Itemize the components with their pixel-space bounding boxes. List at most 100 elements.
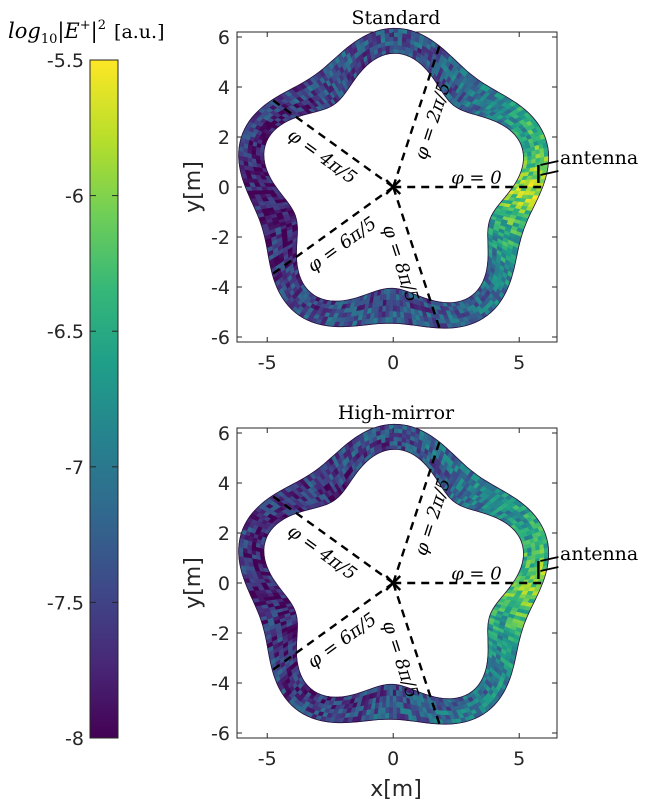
field-cell bbox=[392, 428, 399, 434]
ring-inner-edge bbox=[263, 52, 524, 304]
field-cell bbox=[388, 440, 394, 446]
field-ring-standard bbox=[238, 27, 550, 329]
field-cell bbox=[385, 311, 390, 318]
field-cell bbox=[392, 423, 399, 429]
angle-line bbox=[392, 186, 441, 330]
colorbar-title: log10|E+|2 [a.u.] bbox=[8, 18, 165, 47]
field-cell bbox=[396, 317, 402, 325]
y-tick-label: -4 bbox=[211, 277, 230, 299]
field-cell bbox=[389, 689, 394, 697]
x-tick-label: 0 bbox=[387, 352, 399, 374]
field-cell bbox=[392, 40, 398, 46]
panel-standard: Standard φ = 0φ = 2π/5φ = 4π/5φ = 6π/5φ … bbox=[181, 7, 638, 374]
angle-label: φ = 0 bbox=[451, 167, 502, 188]
antenna-lead bbox=[540, 556, 559, 562]
ring-outer-edge bbox=[238, 423, 550, 725]
field-cell bbox=[388, 423, 394, 430]
antenna-standard: antenna bbox=[537, 147, 638, 183]
field-cell bbox=[386, 299, 391, 307]
angle-line bbox=[270, 582, 394, 672]
colorbar-bar bbox=[89, 59, 119, 739]
colorbar-tick-label: -5.5 bbox=[47, 50, 84, 72]
field-cell bbox=[392, 444, 398, 450]
xlabel-high-mirror: x[m] bbox=[370, 777, 422, 802]
field-cell bbox=[388, 428, 394, 434]
y-tick-label: -2 bbox=[211, 623, 230, 645]
angle-line bbox=[392, 582, 441, 726]
ring-outer-edge bbox=[238, 27, 550, 329]
field-cell bbox=[392, 436, 398, 442]
field-cell bbox=[389, 683, 394, 691]
field-cell bbox=[392, 311, 398, 318]
y-tick-label: -4 bbox=[211, 673, 230, 695]
field-cell bbox=[397, 432, 403, 438]
x-tick-label: 0 bbox=[387, 748, 399, 770]
field-cell bbox=[392, 440, 398, 446]
y-tick-label: 0 bbox=[218, 573, 230, 595]
field-cell bbox=[385, 713, 390, 720]
y-tick-label: -6 bbox=[211, 723, 230, 745]
field-cell bbox=[396, 713, 402, 721]
y-tick-label: 6 bbox=[218, 27, 230, 49]
angle-label: φ = 2π/5 bbox=[411, 476, 456, 559]
angle-line bbox=[392, 440, 441, 584]
colorbar-tick-label: -6 bbox=[65, 186, 84, 208]
field-cell bbox=[386, 683, 391, 691]
field-cell bbox=[388, 44, 394, 50]
field-cell bbox=[392, 36, 398, 42]
field-cell bbox=[392, 707, 398, 714]
angle-label: φ = 2π/5 bbox=[411, 80, 456, 163]
angle-line bbox=[392, 44, 441, 188]
ring-inner-edge bbox=[263, 448, 524, 700]
field-cell bbox=[388, 713, 394, 720]
field-cell bbox=[392, 713, 398, 720]
colorbar-tick-label: -7.5 bbox=[47, 592, 84, 614]
field-cell bbox=[389, 695, 394, 703]
y-tick-label: 2 bbox=[218, 127, 230, 149]
field-cell bbox=[397, 36, 403, 42]
field-cell bbox=[392, 432, 398, 438]
field-cell bbox=[382, 299, 388, 307]
field-cell bbox=[389, 299, 394, 307]
field-cell bbox=[385, 701, 391, 709]
field-cell bbox=[392, 689, 397, 697]
field-cell bbox=[385, 305, 391, 313]
field-cell bbox=[389, 305, 394, 312]
field-cell bbox=[381, 713, 387, 720]
y-tick-label: 6 bbox=[218, 423, 230, 445]
field-cell bbox=[392, 27, 399, 33]
ylabel-high-mirror: y[m] bbox=[181, 557, 206, 609]
y-tick-label: 4 bbox=[218, 77, 230, 99]
colorbar-tick-label: -8 bbox=[65, 728, 84, 750]
axis-ticks-high-mirror: -5 0 5 6 4 2 0 -2 -4 -6 bbox=[211, 423, 557, 770]
y-tick-label: 4 bbox=[218, 473, 230, 495]
x-tick-label: 5 bbox=[513, 748, 525, 770]
field-cell bbox=[388, 40, 394, 46]
colorbar-tick-label: -7 bbox=[65, 457, 84, 479]
field-cell bbox=[381, 311, 387, 319]
field-cell bbox=[385, 707, 390, 714]
field-cell bbox=[388, 27, 394, 34]
colorbar: log10|E+|2 [a.u.] -5.5 -6 -6.5 -7 -7.5 -8 bbox=[8, 18, 165, 750]
origin-marker bbox=[385, 575, 402, 591]
field-ring-high-mirror bbox=[238, 423, 550, 725]
panel-title-standard: Standard bbox=[352, 7, 441, 29]
field-cell bbox=[381, 707, 387, 715]
field-cell bbox=[388, 32, 394, 38]
field-cell bbox=[392, 48, 398, 54]
angle-line bbox=[270, 186, 394, 276]
field-cell bbox=[386, 689, 391, 697]
field-cell bbox=[392, 317, 398, 324]
field-cell bbox=[392, 695, 397, 703]
field-cell bbox=[388, 317, 394, 324]
field-cell bbox=[381, 317, 387, 324]
panel-high-mirror: High-mirror φ = 0φ = 2π/5φ = 4π/5φ = 6π/… bbox=[181, 402, 638, 802]
x-tick-label: -5 bbox=[258, 352, 277, 374]
field-cell bbox=[392, 44, 398, 50]
colorbar-tick-label: -6.5 bbox=[47, 321, 84, 343]
antenna-lead bbox=[540, 160, 559, 166]
field-cell bbox=[389, 293, 394, 301]
antenna-lead bbox=[540, 170, 559, 176]
antenna-lead bbox=[540, 566, 559, 572]
